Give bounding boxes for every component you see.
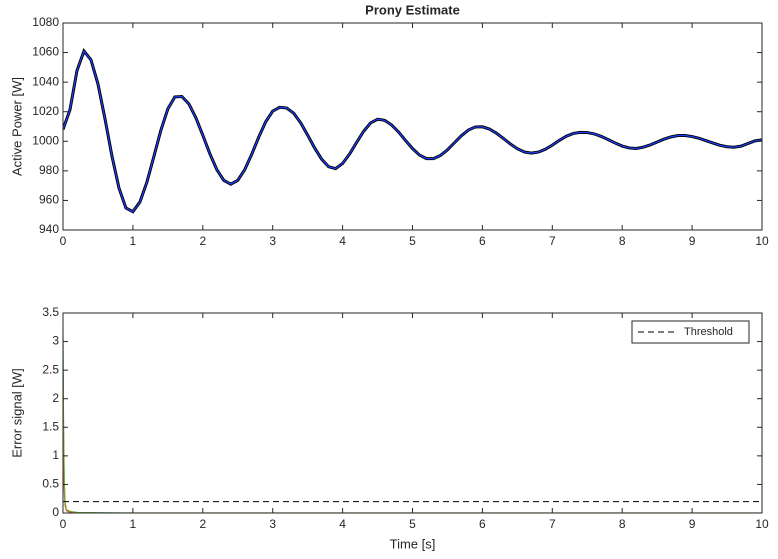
- series-line: [63, 49, 762, 213]
- y-axis-label: Error signal [W]: [9, 368, 24, 458]
- chart-title: Prony Estimate: [365, 2, 460, 17]
- x-tick-label: 3: [269, 517, 276, 531]
- y-tick-label: 2.5: [42, 362, 59, 376]
- x-tick-label: 10: [755, 517, 769, 531]
- y-axis-label: Active Power [W]: [9, 77, 24, 176]
- y-tick-label: 3.5: [42, 305, 59, 319]
- y-tick-label: 0.5: [42, 477, 59, 491]
- x-tick-label: 9: [689, 517, 696, 531]
- legend: [631, 320, 750, 344]
- legend-label: Threshold: [684, 326, 733, 338]
- x-tick-label: 10: [755, 234, 769, 248]
- x-axis-label: Time [s]: [390, 536, 436, 551]
- plot-area: [63, 23, 762, 230]
- x-tick-label: 0: [60, 517, 67, 531]
- y-tick-label: 2: [52, 391, 59, 405]
- x-tick-label: 6: [479, 517, 486, 531]
- y-tick-label: 3: [52, 334, 59, 348]
- y-tick-label: 980: [39, 163, 59, 177]
- y-tick-label: 1: [52, 448, 59, 462]
- y-tick-label: 1040: [32, 74, 59, 88]
- x-tick-label: 4: [339, 234, 346, 248]
- y-tick-label: 1000: [32, 133, 59, 147]
- x-tick-label: 1: [130, 234, 137, 248]
- y-tick-label: 1.5: [42, 419, 59, 433]
- y-tick-label: 1080: [32, 15, 59, 29]
- y-tick-label: 1020: [32, 104, 59, 118]
- x-tick-label: 8: [619, 234, 626, 248]
- plot-area: [63, 313, 762, 513]
- x-tick-label: 7: [549, 517, 556, 531]
- x-tick-label: 1: [130, 517, 137, 531]
- x-tick-label: 7: [549, 234, 556, 248]
- y-tick-label: 1060: [32, 45, 59, 59]
- x-tick-label: 4: [339, 517, 346, 531]
- x-tick-label: 5: [409, 234, 416, 248]
- x-tick-label: 2: [199, 517, 206, 531]
- y-tick-label: 960: [39, 193, 59, 207]
- y-tick-label: 940: [39, 222, 59, 236]
- x-tick-label: 3: [269, 234, 276, 248]
- x-tick-label: 0: [60, 234, 67, 248]
- x-tick-label: 8: [619, 517, 626, 531]
- x-tick-label: 9: [689, 234, 696, 248]
- y-tick-label: 0: [52, 505, 59, 519]
- x-tick-label: 5: [409, 517, 416, 531]
- x-tick-label: 6: [479, 234, 486, 248]
- x-tick-label: 2: [199, 234, 206, 248]
